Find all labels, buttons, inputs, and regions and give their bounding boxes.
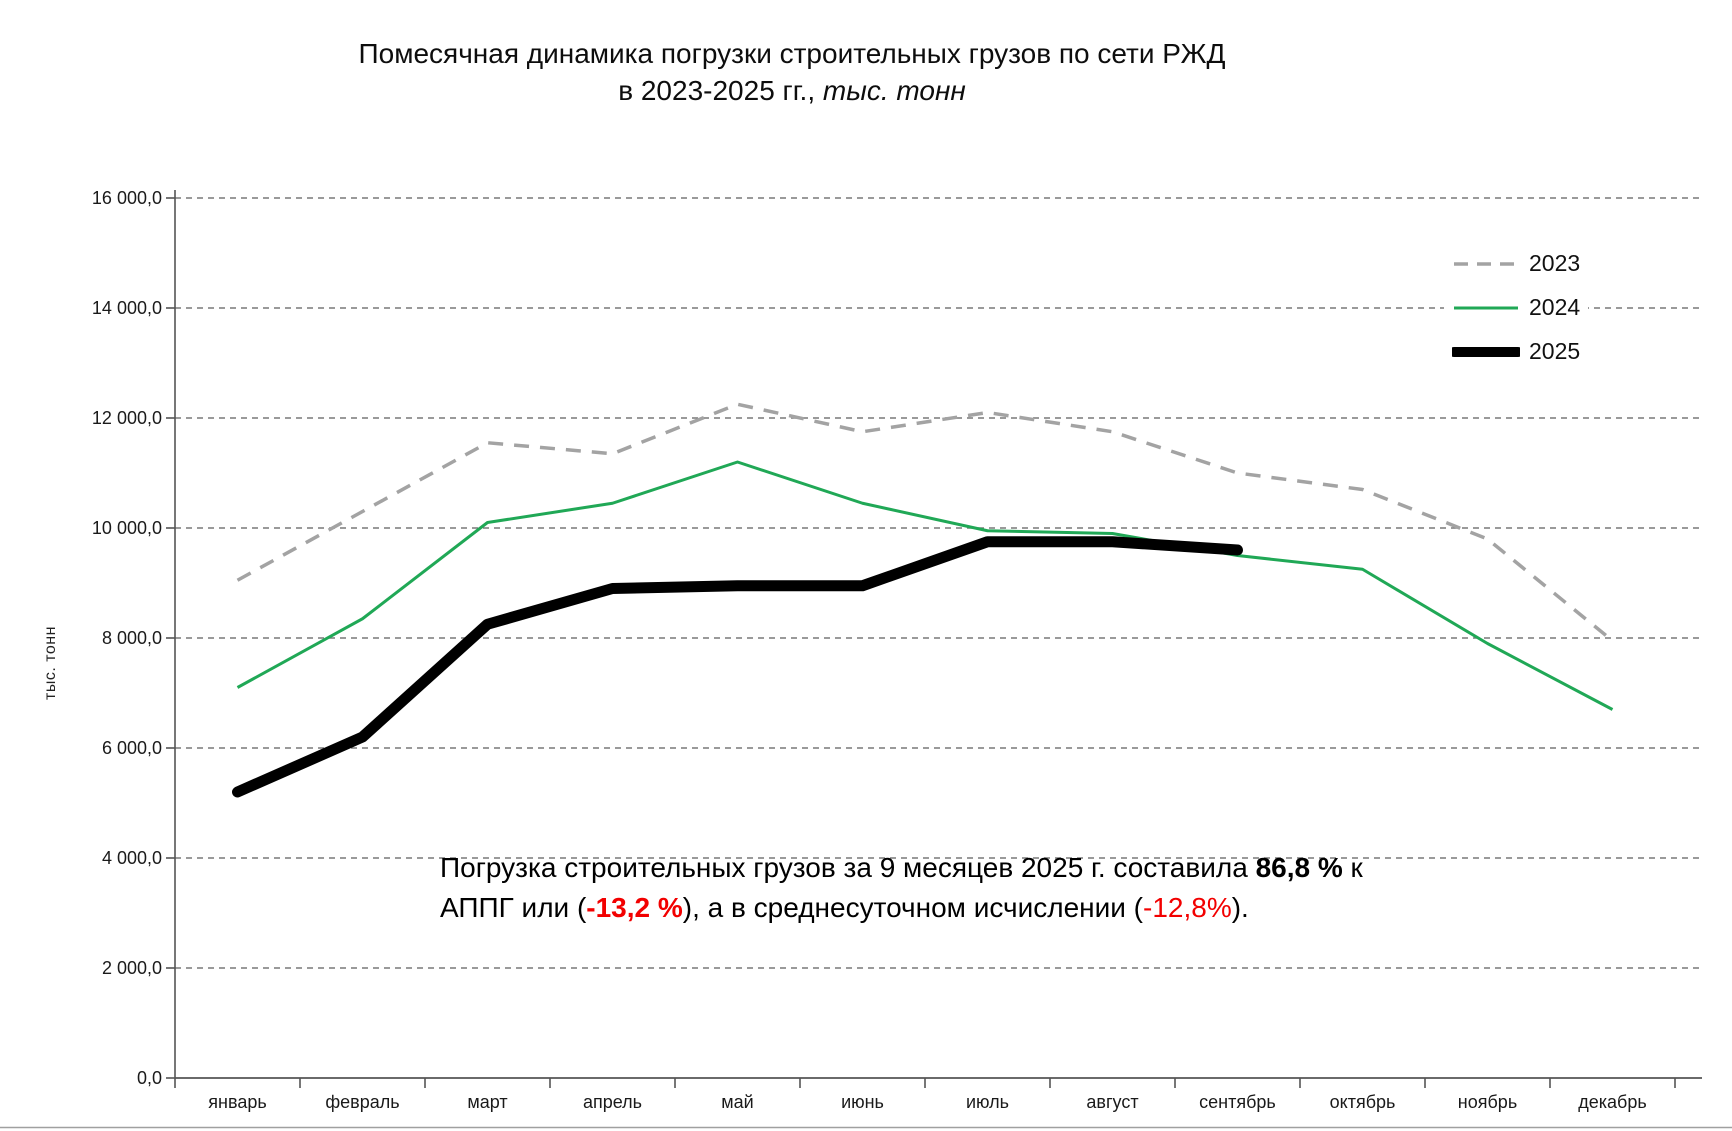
annotation-text: ). [1231,891,1249,923]
annotation-pct-bold: 86,8 % [1255,852,1343,883]
x-tick-label-9: сентябрь [1199,1092,1276,1112]
chart-title-text: Помесячная динамика погрузки строительны… [358,38,1226,69]
annotation-line2: АППГ или (-13,2 %), а в среднесуточном и… [440,888,1363,928]
chart-title-units: тыс. тонн [822,74,966,106]
x-tick-label-1: январь [208,1092,267,1112]
legend-line-sample-2023 [1454,261,1518,266]
y-tick-label: 4 000,0 [101,848,162,868]
series-line-2023 [236,402,1614,643]
chart-title-line1: Помесячная динамика погрузки строительны… [0,36,1584,73]
x-tick-label-10: октябрь [1329,1092,1396,1112]
x-tick-label-2: февраль [325,1092,400,1112]
chart-title-years: в 2023-2025 гг., [618,74,823,106]
legend-item-2025: 2025 [1452,338,1580,365]
y-tick-label: 16 000,0 [91,188,162,208]
annotation: Погрузка строительных грузов за 9 месяце… [440,848,1363,928]
x-tick-label-5: май [721,1092,754,1112]
annotation-text: Погрузка строительных грузов за 9 месяце… [440,852,1256,883]
legend-item-2024: 2024 [1452,294,1580,321]
series-line-2025 [232,536,1243,798]
x-tick-label-6: июнь [841,1092,884,1112]
x-tick-label-4: апрель [582,1092,643,1112]
legend-line-sample-2024 [1454,306,1518,309]
y-tick-label: 14 000,0 [91,298,162,318]
x-tick-label-3: март [467,1092,508,1112]
annotation-text: АППГ или ( [440,891,587,923]
legend-item-2023: 2023 [1452,250,1580,277]
annotation-text: ), а в среднесуточном исчислении ( [682,891,1144,923]
y-tick-label: 6 000,0 [101,738,162,758]
chart-title: Помесячная динамика погрузки строительны… [0,36,1584,110]
annotation-line1: Погрузка строительных грузов за 9 месяце… [440,848,1363,888]
x-tick-label-8: август [1086,1092,1139,1112]
chart-title-line2: в 2023-2025 гг., тыс. тонн [0,73,1584,110]
series-line-2024 [236,460,1614,711]
y-tick-label: 2 000,0 [101,958,162,978]
x-tick-label-12: декабрь [1578,1092,1647,1112]
y-tick-label: 0,0 [136,1068,162,1088]
y-tick-label: 12 000,0 [91,408,162,428]
legend-label-2023: 2023 [1529,250,1581,276]
y-tick-label: 8 000,0 [101,628,162,648]
legend-label-2024: 2024 [1529,294,1581,320]
y-axis-title: тыс. тонн [42,626,59,700]
annotation-negative-pct-1: -13,2 % [586,891,683,923]
x-tick-label-11: ноябрь [1457,1092,1518,1112]
legend-label-2025: 2025 [1529,338,1581,364]
annotation-text: к [1342,852,1363,883]
legend: 2023 2024 2025 [1444,246,1589,369]
legend-line-sample-2025 [1452,346,1520,357]
x-tick-label-7: июль [965,1092,1010,1112]
y-tick-label: 10 000,0 [91,518,162,538]
annotation-negative-pct-2: -12,8% [1143,891,1232,923]
